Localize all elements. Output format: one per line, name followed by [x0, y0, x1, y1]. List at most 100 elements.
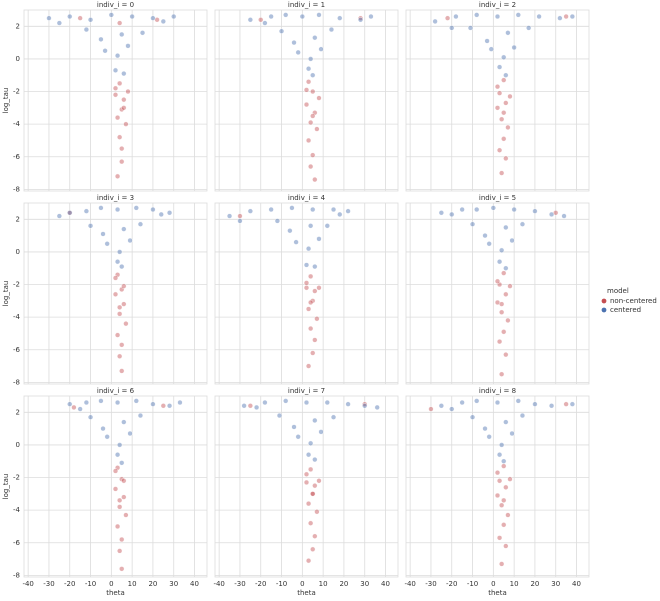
point [310, 206, 316, 213]
point [308, 520, 314, 526]
point [469, 221, 476, 227]
point [262, 20, 268, 26]
legend-label: non-centered [610, 297, 657, 305]
point [100, 231, 106, 237]
x-tick-label: -40 [22, 580, 33, 588]
point [563, 401, 569, 407]
x-tick-label: 40 [572, 580, 581, 588]
point [129, 13, 135, 20]
x-tick-label: 30 [169, 580, 178, 588]
panel-title: indiv_i = 1 [288, 1, 325, 9]
panel-title: indiv_i = 5 [479, 194, 516, 202]
point [121, 419, 127, 425]
point [98, 205, 104, 211]
point [119, 342, 125, 348]
legend-label: centered [610, 306, 641, 314]
point [316, 95, 322, 101]
point [515, 398, 521, 404]
point [98, 36, 104, 42]
point [337, 211, 343, 218]
y-tick-label: -4 [13, 120, 21, 128]
point [494, 105, 501, 111]
point [501, 54, 507, 60]
point [494, 399, 501, 406]
point [312, 288, 318, 294]
point [310, 350, 316, 356]
point [459, 206, 465, 213]
point [293, 239, 299, 245]
panel-frame [23, 9, 208, 192]
point [117, 548, 123, 554]
x-tick-label: -20 [255, 580, 266, 588]
point [121, 301, 127, 307]
point [119, 159, 125, 165]
y-tick-label: -2 [13, 474, 20, 482]
x-tick-label: -10 [85, 580, 96, 588]
point [114, 173, 121, 179]
y-tick-label: 2 [16, 408, 20, 416]
point [505, 512, 511, 518]
point [345, 401, 351, 407]
point [274, 218, 280, 224]
point [316, 478, 322, 484]
y-tick-label: 0 [16, 55, 20, 63]
point [314, 126, 320, 132]
point [117, 249, 123, 255]
point [569, 401, 575, 407]
point [137, 221, 144, 227]
point [563, 13, 569, 20]
point [166, 210, 173, 216]
point [496, 90, 503, 96]
point [557, 15, 563, 21]
point [305, 66, 312, 72]
point [499, 247, 505, 253]
point [345, 208, 351, 214]
point [509, 237, 515, 244]
point [314, 316, 320, 322]
point [526, 25, 532, 31]
point [305, 363, 312, 369]
point [318, 429, 324, 435]
point [119, 460, 125, 466]
point [499, 170, 505, 176]
point [123, 121, 129, 127]
point [312, 417, 318, 424]
point [125, 43, 131, 49]
point [496, 64, 503, 70]
x-tick-label: 10 [319, 580, 328, 588]
point [494, 470, 501, 476]
point [119, 286, 125, 293]
point [438, 210, 444, 216]
x-tick-label: -30 [234, 580, 245, 588]
point [312, 337, 318, 343]
panel-title: indiv_i = 2 [479, 1, 516, 9]
point [310, 298, 316, 304]
point [501, 77, 507, 83]
point [247, 208, 253, 214]
y-axis-label: log_tau [2, 281, 10, 307]
point [503, 484, 509, 490]
point [511, 206, 517, 213]
point [503, 265, 509, 271]
point [83, 208, 89, 214]
point [299, 13, 305, 20]
point [330, 206, 337, 213]
point [318, 46, 324, 52]
point [374, 404, 380, 411]
point [312, 483, 318, 489]
point [114, 115, 121, 121]
point [117, 20, 123, 26]
panel-title: indiv_i = 7 [288, 387, 325, 395]
point [316, 285, 322, 291]
point [117, 134, 123, 140]
point [71, 404, 77, 411]
point [119, 536, 125, 543]
point [114, 465, 121, 471]
point [308, 119, 314, 126]
point [482, 426, 488, 432]
point [171, 13, 177, 20]
point [303, 280, 310, 286]
point [499, 502, 505, 508]
x-tick-label: -30 [425, 580, 436, 588]
point [362, 403, 368, 409]
